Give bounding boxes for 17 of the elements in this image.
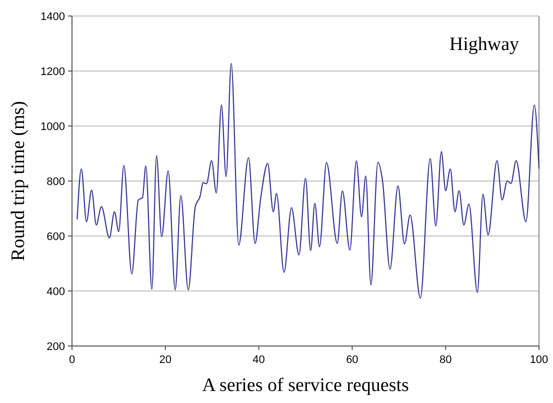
y-tick-label: 200	[46, 340, 65, 353]
x-tick-label: 80	[439, 354, 452, 366]
y-tick-label: 600	[46, 230, 65, 243]
y-tick-label: 400	[46, 286, 65, 298]
x-axis-title: A series of service requests	[202, 375, 409, 396]
x-tick-label: 20	[159, 354, 172, 366]
x-tick-label: 0	[68, 354, 76, 366]
x-tick-label: 100	[530, 354, 548, 366]
x-tick-label: 60	[346, 354, 358, 366]
y-tick-label: 800	[46, 176, 65, 188]
y-tick-label: 1000	[40, 120, 65, 133]
y-axis-title: Round trip time (ms)	[8, 101, 29, 261]
line-series	[76, 62, 540, 299]
y-tick-label: 1200	[40, 66, 65, 78]
annotation: Highway	[449, 34, 520, 55]
x-tick-label: 40	[252, 354, 265, 366]
y-tick-label: 1400	[40, 10, 65, 23]
